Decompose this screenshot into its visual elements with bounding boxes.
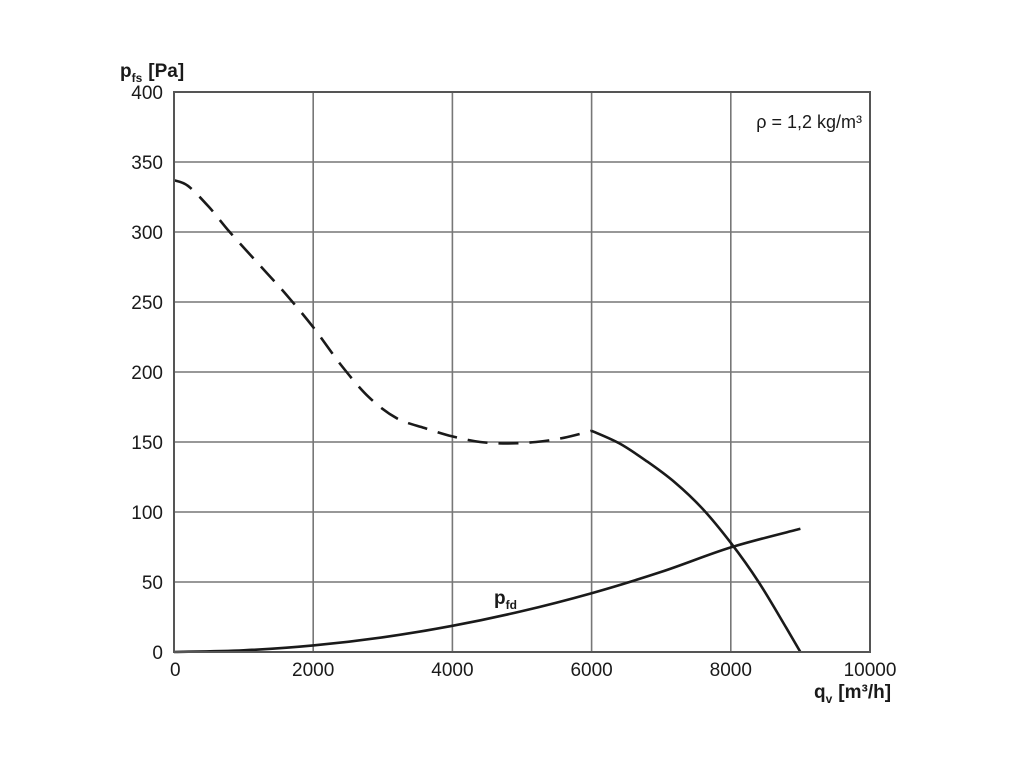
x-axis-title: qv [m³/h] (814, 682, 891, 706)
grid (173, 91, 871, 653)
x-tick-label-5: 10000 (844, 660, 897, 681)
y-axis-unit: [Pa] (148, 61, 184, 82)
pfs-curve-solid (591, 429, 802, 653)
x-tick-label-0: 0 (170, 660, 181, 681)
x-axis-unit: [m³/h] (838, 682, 891, 703)
y-tick-label-1: 50 (142, 573, 163, 594)
y-tick-label-8: 400 (131, 83, 163, 104)
density-annotation: ρ = 1,2 kg/m³ (756, 112, 862, 132)
x-tick-label-4: 8000 (710, 660, 752, 681)
y-tick-label-7: 350 (131, 153, 163, 174)
y-tick-label-4: 200 (131, 363, 163, 384)
y-tick-label-2: 100 (131, 503, 163, 524)
series-label-symbol: p (494, 588, 506, 609)
x-tick-label-3: 6000 (570, 660, 612, 681)
x-axis-subscript: v (826, 692, 833, 706)
y-tick-label-0: 0 (152, 643, 163, 664)
x-axis-symbol: q (814, 682, 826, 703)
pfs-curve-dashed (173, 178, 592, 445)
y-tick-label-6: 300 (131, 223, 163, 244)
y-axis-subscript: fs (132, 71, 143, 85)
x-tick-label-2: 4000 (431, 660, 473, 681)
pfd-curve (173, 527, 801, 654)
y-tick-label-5: 250 (131, 293, 163, 314)
y-axis-title: pfs [Pa] (120, 61, 184, 85)
x-tick-label-1: 2000 (292, 660, 334, 681)
y-tick-labels: 0 50 100 150 200 250 300 350 400 (131, 83, 163, 664)
x-tick-labels: 0 2000 4000 6000 8000 10000 (170, 660, 896, 681)
plot-frame (173, 91, 871, 653)
y-tick-label-3: 150 (131, 433, 163, 454)
series-label-pfd: pfd (494, 588, 517, 612)
curves (173, 178, 802, 654)
series-label-subscript: fd (506, 598, 517, 612)
y-axis-symbol: p (120, 61, 132, 82)
